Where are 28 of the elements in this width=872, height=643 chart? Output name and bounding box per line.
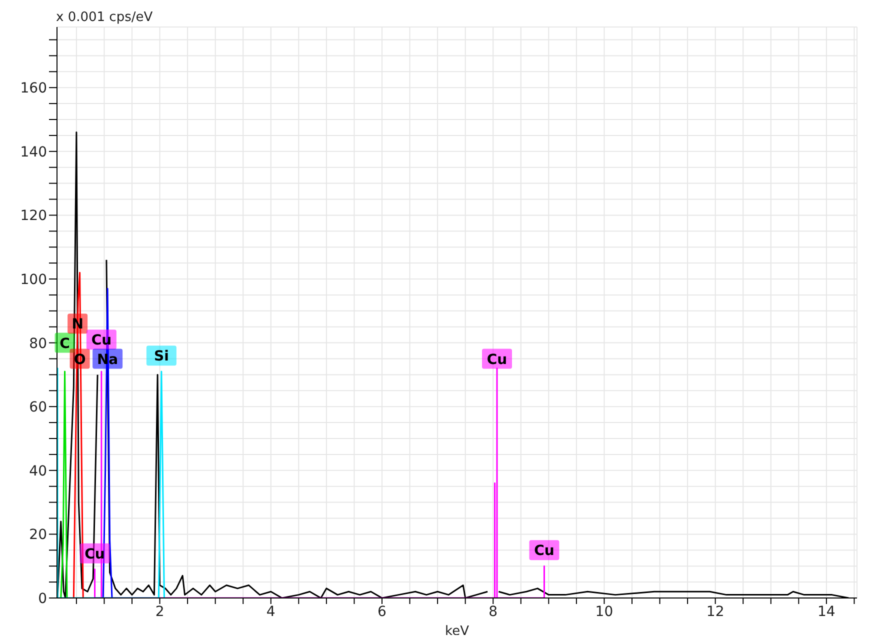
x-tick-label: 8 xyxy=(488,604,498,620)
x-tick-label: 12 xyxy=(706,604,724,620)
y-tick-label: 120 xyxy=(20,208,47,224)
y-tick-label: 60 xyxy=(29,400,47,416)
annotation: C xyxy=(60,336,70,352)
annotation: Si xyxy=(154,348,169,365)
line-series xyxy=(72,272,84,598)
annotation: Cu xyxy=(534,543,554,560)
annotation: Na xyxy=(96,352,118,368)
x-tick-label: 4 xyxy=(266,604,276,620)
y-tick-label: 40 xyxy=(29,463,47,480)
y-tick-label: 140 xyxy=(20,144,47,160)
annotation: O xyxy=(74,352,86,368)
y-tick-label: 0 xyxy=(38,590,47,607)
x-tick-label: 2 xyxy=(155,604,164,620)
y-tick-label: 100 xyxy=(20,272,47,288)
x-tick-label: 14 xyxy=(818,604,836,620)
x-tick-label: 10 xyxy=(595,604,614,620)
x-axis-title: keV xyxy=(445,624,470,639)
y-tick-label: 20 xyxy=(29,527,47,544)
y-tick-label: 80 xyxy=(29,336,47,352)
annotation: Cu xyxy=(84,546,105,562)
annotation: N xyxy=(72,316,84,333)
annotation: Cu xyxy=(91,332,112,349)
y-axis-title: x 0.001 cps/eV xyxy=(56,10,153,25)
y-tick-label: 160 xyxy=(20,80,47,97)
x-tick-label: 6 xyxy=(378,604,387,620)
annotation: Cu xyxy=(486,352,508,368)
